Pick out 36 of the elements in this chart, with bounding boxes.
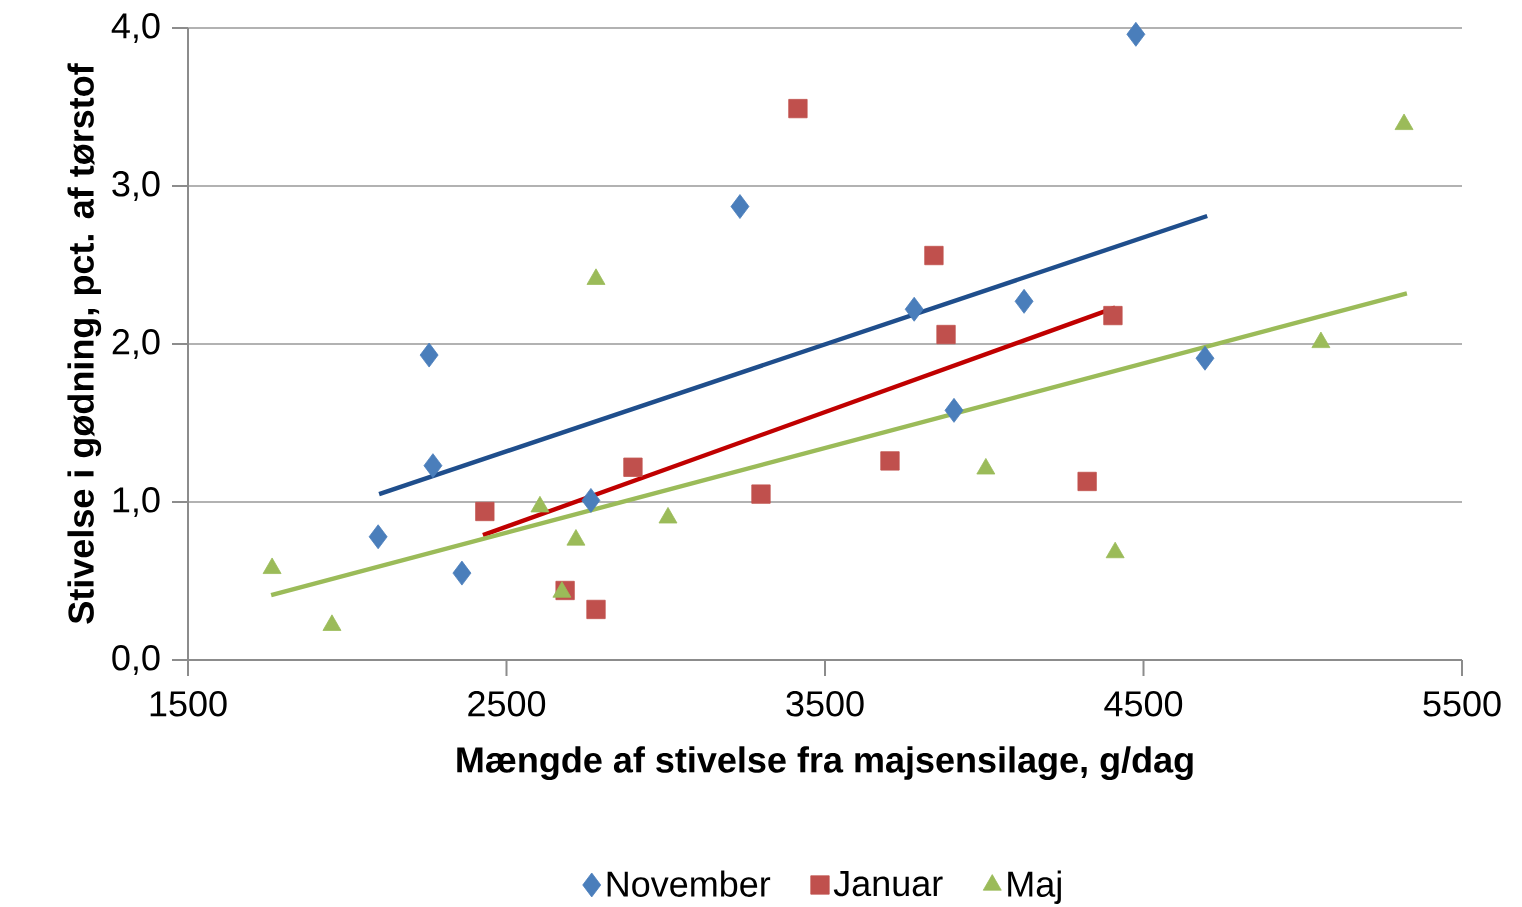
point [452, 560, 472, 586]
point [924, 245, 944, 266]
point [944, 397, 964, 423]
point [623, 457, 643, 477]
legend-label: November [607, 870, 771, 897]
y-tick-label: 3,0 [112, 171, 160, 201]
y-tick-label: 2,0 [112, 329, 160, 359]
x-tick-label: 5500 [1423, 691, 1501, 717]
point [1014, 288, 1034, 314]
x-tick-label: 1500 [150, 691, 227, 717]
x-tick-label: 2500 [468, 691, 546, 717]
point [475, 501, 495, 522]
point [936, 324, 956, 345]
point [423, 453, 443, 479]
legend-label: Januar [833, 871, 943, 897]
legend-label: Maj [1008, 870, 1061, 904]
x-axis-title: Mængde af stivelse fra majsensilage, g/dag [457, 746, 1193, 780]
point [880, 451, 900, 471]
y-axis-title: Stivelse i gødning, pct. af tørstof [67, 63, 102, 624]
x-tick-label: 3500 [786, 691, 864, 717]
x-tick-label: 4500 [1104, 691, 1183, 717]
point [581, 488, 601, 513]
point [788, 98, 808, 119]
point [751, 484, 771, 504]
y-tick-label: 1,0 [113, 487, 160, 517]
point [1103, 305, 1123, 326]
point [1077, 471, 1097, 492]
point [1195, 345, 1215, 371]
point [586, 599, 606, 620]
y-tick-label: 4,0 [111, 13, 160, 43]
point [904, 296, 924, 322]
point [730, 194, 750, 219]
y-tick-label: 0,0 [112, 645, 160, 675]
point [1126, 21, 1146, 47]
point [419, 342, 439, 368]
point [368, 524, 388, 550]
